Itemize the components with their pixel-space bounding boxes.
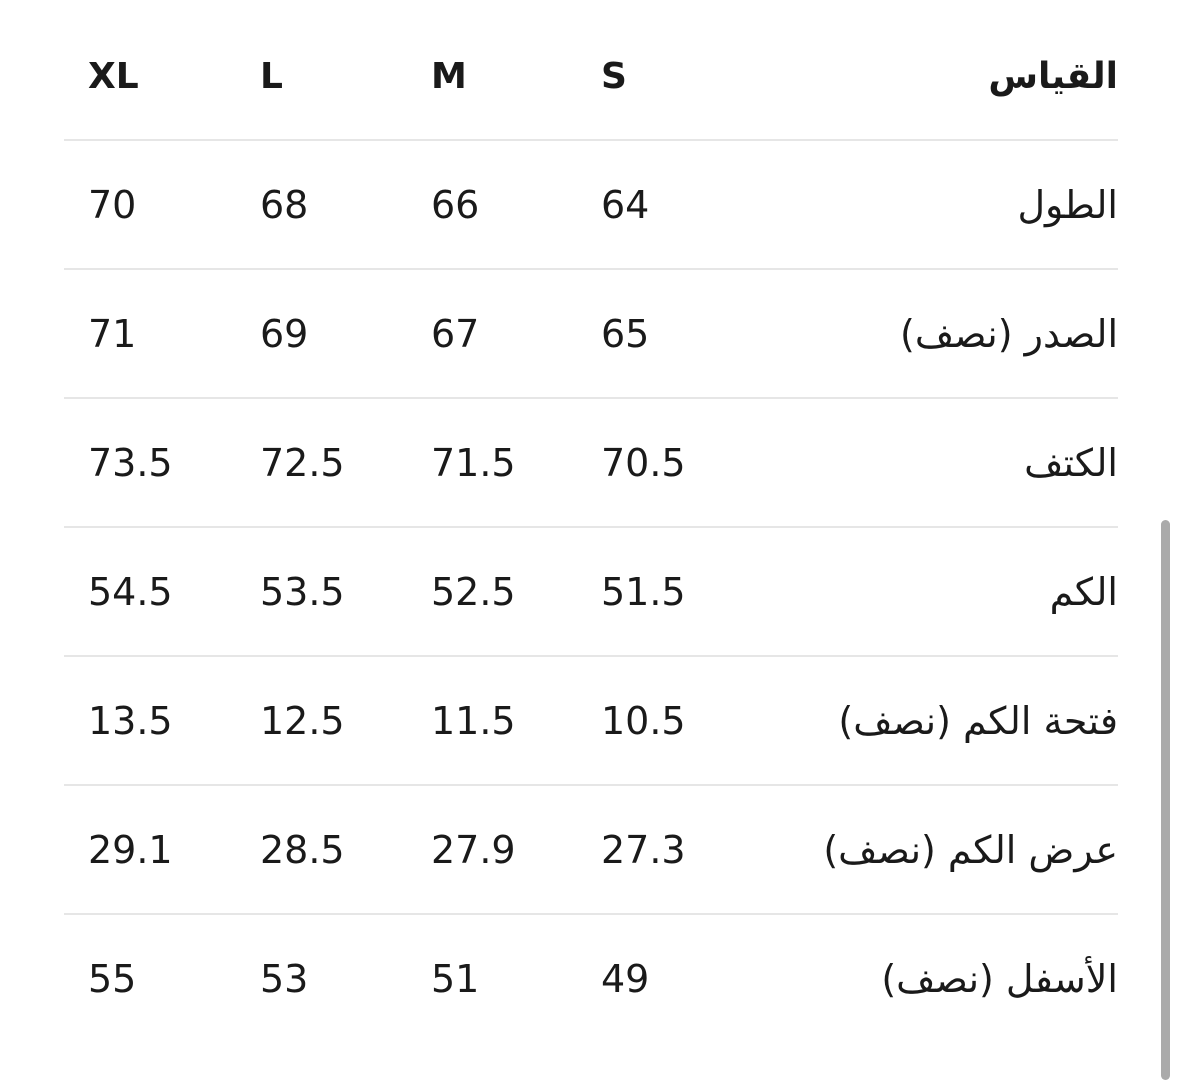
row-label: عرض الكم (نصف) [823, 828, 1118, 872]
cell-l: 53 [260, 957, 309, 1001]
row-divider [64, 139, 1118, 141]
cell-m: 71.5 [431, 441, 516, 485]
cell-xl: 29.1 [88, 828, 173, 872]
cell-m: 67 [431, 312, 480, 356]
row-divider [64, 913, 1118, 915]
cell-m: 52.5 [431, 570, 516, 614]
row-divider [64, 526, 1118, 528]
row-divider [64, 268, 1118, 270]
table-header: القياس S M L XL [64, 12, 1118, 141]
cell-xl: 70 [88, 183, 137, 227]
row-divider [64, 397, 1118, 399]
table-row: الكتف 70.5 71.5 72.5 73.5 [64, 399, 1118, 528]
row-label: الصدر (نصف) [900, 312, 1118, 356]
cell-l: 72.5 [260, 441, 345, 485]
cell-s: 51.5 [601, 570, 686, 614]
cell-l: 69 [260, 312, 309, 356]
cell-xl: 54.5 [88, 570, 173, 614]
vertical-scrollbar[interactable] [1161, 520, 1170, 1080]
cell-l: 28.5 [260, 828, 345, 872]
header-size-xl: XL [88, 56, 139, 97]
cell-l: 53.5 [260, 570, 345, 614]
row-label: الكتف [1024, 441, 1118, 485]
row-label: فتحة الكم (نصف) [838, 699, 1118, 743]
header-size-l: L [260, 56, 283, 97]
cell-s: 64 [601, 183, 650, 227]
cell-m: 66 [431, 183, 480, 227]
cell-m: 27.9 [431, 828, 516, 872]
header-size-s: S [601, 56, 627, 97]
table-row: الطول 64 66 68 70 [64, 141, 1118, 270]
cell-l: 68 [260, 183, 309, 227]
header-size-label: القياس [988, 56, 1118, 97]
table-row: فتحة الكم (نصف) 10.5 11.5 12.5 13.5 [64, 657, 1118, 786]
table-row: الكم 51.5 52.5 53.5 54.5 [64, 528, 1118, 657]
cell-s: 70.5 [601, 441, 686, 485]
cell-xl: 71 [88, 312, 137, 356]
header-size-m: M [431, 56, 467, 97]
row-divider [64, 655, 1118, 657]
cell-m: 11.5 [431, 699, 516, 743]
cell-xl: 13.5 [88, 699, 173, 743]
cell-l: 12.5 [260, 699, 345, 743]
table-row: عرض الكم (نصف) 27.3 27.9 28.5 29.1 [64, 786, 1118, 915]
cell-xl: 73.5 [88, 441, 173, 485]
cell-s: 27.3 [601, 828, 686, 872]
cell-m: 51 [431, 957, 480, 1001]
table-row: الأسفل (نصف) 49 51 53 55 [64, 915, 1118, 1044]
cell-s: 49 [601, 957, 650, 1001]
cell-xl: 55 [88, 957, 137, 1001]
row-label: الطول [1017, 183, 1118, 227]
cell-s: 65 [601, 312, 650, 356]
table-row: الصدر (نصف) 65 67 69 71 [64, 270, 1118, 399]
cell-s: 10.5 [601, 699, 686, 743]
row-label: الكم [1049, 570, 1118, 614]
row-divider [64, 784, 1118, 786]
row-label: الأسفل (نصف) [881, 957, 1118, 1001]
